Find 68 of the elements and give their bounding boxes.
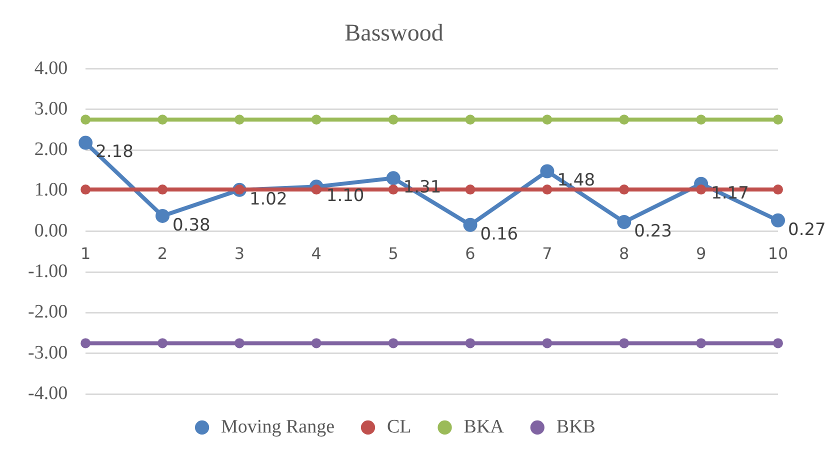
data-label: 0.16 bbox=[480, 224, 518, 244]
x-tick-label: 7 bbox=[542, 244, 552, 264]
point bbox=[388, 338, 398, 348]
data-label: 2.18 bbox=[96, 142, 134, 162]
legend-label: BKA bbox=[464, 416, 504, 438]
point bbox=[773, 338, 783, 348]
point bbox=[158, 114, 168, 125]
point bbox=[234, 338, 244, 348]
point bbox=[311, 114, 322, 125]
point bbox=[619, 184, 630, 195]
point bbox=[311, 338, 322, 348]
y-tick-label: -3.00 bbox=[28, 342, 68, 364]
point bbox=[311, 184, 322, 195]
data-label: 1.10 bbox=[326, 186, 364, 206]
point bbox=[158, 184, 168, 195]
point bbox=[696, 114, 706, 125]
point bbox=[386, 171, 400, 186]
point bbox=[158, 338, 168, 348]
point bbox=[773, 114, 783, 125]
point bbox=[80, 338, 91, 348]
point bbox=[771, 213, 785, 228]
data-label: 0.23 bbox=[634, 221, 672, 242]
point bbox=[619, 114, 630, 125]
y-tick-label: -1.00 bbox=[28, 261, 68, 282]
point bbox=[465, 114, 476, 125]
y-tick-label: -2.00 bbox=[28, 302, 68, 323]
point bbox=[542, 114, 552, 125]
point bbox=[542, 184, 552, 195]
point bbox=[234, 114, 244, 125]
point bbox=[388, 114, 398, 125]
point bbox=[156, 208, 170, 223]
data-label: 1.02 bbox=[249, 189, 288, 210]
point bbox=[80, 184, 91, 195]
y-tick-label: 2.00 bbox=[34, 139, 68, 160]
y-tick-label: 0.00 bbox=[34, 220, 68, 242]
legend-label: CL bbox=[387, 416, 412, 438]
point bbox=[80, 114, 91, 125]
chart-title: Basswood bbox=[344, 20, 444, 47]
point bbox=[540, 164, 554, 178]
x-tick-label: 4 bbox=[311, 244, 322, 264]
point bbox=[617, 215, 632, 230]
y-tick-label: 4.00 bbox=[34, 58, 68, 79]
y-tick-label: 1.00 bbox=[34, 180, 68, 201]
x-tick-label: 6 bbox=[465, 244, 476, 264]
x-tick-label: 10 bbox=[768, 244, 788, 264]
legend-label: BKB bbox=[556, 416, 596, 438]
x-tick-label: 9 bbox=[696, 244, 706, 264]
point bbox=[619, 338, 630, 348]
point bbox=[696, 184, 706, 195]
data-label: 1.31 bbox=[403, 178, 442, 198]
x-tick-label: 1 bbox=[80, 244, 91, 264]
point bbox=[465, 338, 476, 348]
x-tick-label: 5 bbox=[388, 244, 398, 264]
x-tick-label: 8 bbox=[619, 244, 630, 264]
data-label: 0.27 bbox=[788, 220, 826, 240]
point bbox=[773, 184, 783, 195]
point bbox=[463, 218, 478, 232]
legend-label: Moving Range bbox=[221, 416, 335, 438]
point bbox=[542, 338, 552, 348]
x-tick-label: 3 bbox=[234, 244, 245, 264]
y-tick-label: 3.00 bbox=[34, 98, 68, 120]
point bbox=[465, 184, 476, 195]
data-label: 0.38 bbox=[172, 215, 210, 236]
x-tick-label: 2 bbox=[157, 244, 168, 264]
point bbox=[696, 338, 706, 348]
point bbox=[78, 136, 93, 150]
point bbox=[388, 184, 398, 195]
y-tick-label: -4.00 bbox=[28, 382, 68, 404]
